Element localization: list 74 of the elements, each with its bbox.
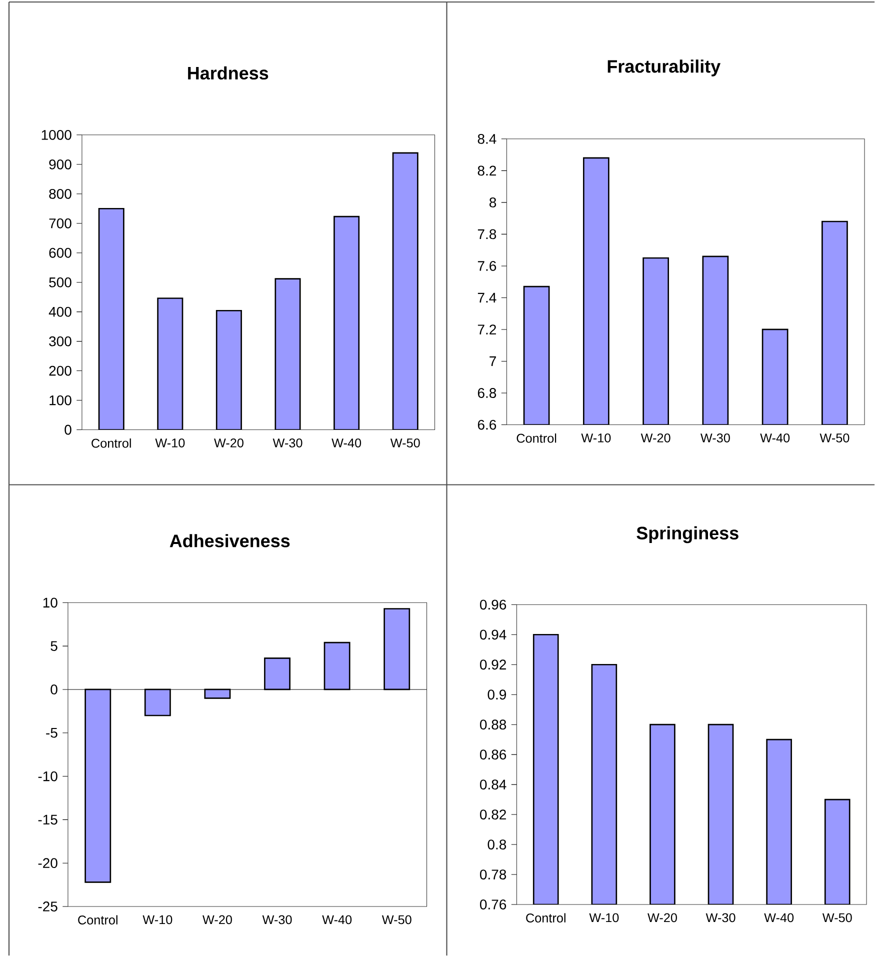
x-tick-label: W-40	[764, 913, 794, 922]
y-tick-label: 600	[49, 248, 72, 258]
bar	[274, 278, 301, 430]
x-tick-label: Control	[78, 915, 118, 924]
x-tick-label: W-30	[706, 913, 736, 922]
bar	[334, 216, 360, 430]
y-tick-label: 1000	[42, 130, 72, 140]
bar	[98, 208, 124, 430]
y-tick-label: 5	[50, 641, 58, 651]
y-tick-label: -25	[38, 902, 58, 912]
chart-title: Fracturability	[608, 60, 721, 76]
y-tick-label: 300	[49, 336, 72, 346]
y-tick-label: 6.8	[478, 388, 496, 398]
y-tick-label: 10	[43, 598, 58, 608]
x-tick-label: W-50	[390, 438, 420, 448]
y-tick-label: 0.76	[480, 900, 506, 910]
x-tick-label: W-40	[322, 915, 352, 924]
bar	[157, 298, 184, 430]
y-tick-label: 7.4	[478, 292, 496, 303]
y-tick-label: 8.4	[478, 134, 496, 144]
x-tick-label: Control	[526, 913, 566, 922]
x-tick-label: W-10	[155, 438, 185, 448]
y-tick-label: 800	[49, 188, 72, 199]
x-tick-label: Control	[92, 438, 131, 448]
y-tick-label: 6.6	[478, 420, 496, 430]
x-tick-label: W-40	[760, 433, 790, 442]
y-tick-label: 0.94	[480, 630, 506, 640]
y-tick-label: 8.2	[478, 166, 496, 176]
y-tick-label: 7.2	[478, 324, 496, 334]
y-tick-label: 0.78	[480, 870, 506, 880]
y-tick-label: 0.84	[480, 780, 506, 790]
y-tick-label: 900	[49, 159, 72, 170]
x-tick-label: W-30	[272, 438, 302, 448]
x-tick-label: W-20	[648, 913, 677, 922]
x-tick-label: W-50	[822, 913, 852, 922]
y-tick-label: -15	[38, 814, 58, 825]
y-tick-label: 7.8	[478, 229, 496, 240]
x-tick-label: W-50	[382, 915, 412, 924]
bar	[216, 310, 242, 430]
y-tick-label: 7.6	[478, 261, 496, 271]
x-tick-label: W-30	[700, 433, 730, 442]
x-tick-label: W-10	[589, 913, 619, 922]
bar	[392, 152, 418, 430]
y-tick-label: 0.92	[480, 660, 506, 670]
chart-title: Hardness	[188, 66, 268, 80]
x-tick-label: W-20	[214, 438, 244, 448]
y-tick-label: 400	[48, 306, 72, 317]
y-tick-label: 700	[49, 218, 72, 228]
x-tick-label: Control	[516, 433, 556, 443]
x-tick-label: W-10	[142, 915, 172, 924]
y-tick-label: 0.88	[480, 720, 506, 730]
x-tick-label: W-20	[202, 915, 232, 924]
y-tick-label: 200	[49, 366, 72, 376]
y-tick-label: 0	[50, 684, 58, 694]
y-tick-label: -20	[38, 858, 58, 868]
y-tick-label: 0.9	[488, 690, 506, 700]
chart-title: Springiness	[636, 526, 738, 544]
y-tick-label: 500	[49, 277, 72, 288]
x-tick-label: W-30	[262, 915, 292, 924]
chart-title: Adhesiveness	[170, 534, 290, 548]
y-tick-label: 0.82	[480, 810, 506, 820]
y-tick-label: 100	[50, 395, 72, 406]
y-tick-label: -10	[38, 771, 58, 782]
x-tick-label: W-50	[820, 433, 850, 442]
y-tick-label: 7	[490, 356, 496, 366]
y-tick-label: 0.86	[480, 750, 506, 760]
x-tick-label: W-40	[332, 438, 362, 448]
y-tick-label: 8	[489, 197, 496, 208]
x-tick-label: W-10	[581, 433, 611, 442]
x-tick-label: W-20	[640, 433, 670, 442]
y-tick-label: 0.8	[488, 840, 506, 850]
y-tick-label: 0.96	[480, 600, 506, 610]
y-tick-label: 0	[64, 424, 72, 435]
y-tick-label: -5	[46, 728, 58, 738]
